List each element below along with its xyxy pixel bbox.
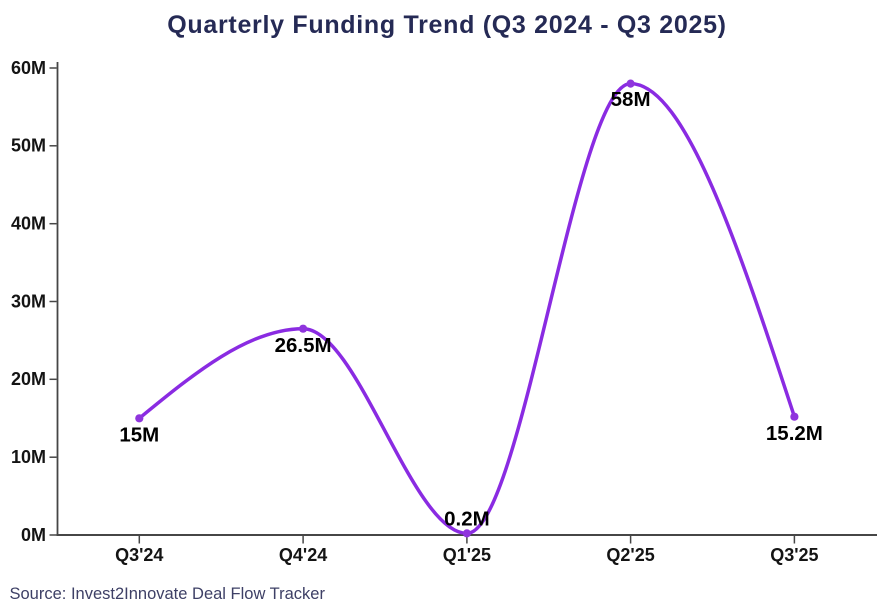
svg-text:15.2M: 15.2M [766,422,823,445]
svg-text:26.5M: 26.5M [275,334,332,357]
svg-text:0M: 0M [21,525,46,545]
svg-text:Source: Invest2Innovate Deal F: Source: Invest2Innovate Deal Flow Tracke… [10,585,326,603]
svg-text:40M: 40M [11,214,46,234]
svg-text:30M: 30M [11,291,46,311]
svg-text:Q3'25: Q3'25 [770,545,818,565]
svg-text:Q4'24: Q4'24 [279,545,327,565]
svg-text:Q2'25: Q2'25 [606,545,654,565]
svg-text:Q3'24: Q3'24 [115,545,163,565]
svg-text:15M: 15M [119,424,159,447]
svg-text:20M: 20M [11,369,46,389]
svg-text:10M: 10M [11,447,46,467]
svg-text:Q1'25: Q1'25 [443,545,491,565]
svg-text:50M: 50M [11,136,46,156]
svg-text:0.2M: 0.2M [444,508,490,531]
svg-text:58M: 58M [611,88,651,111]
svg-text:Quarterly Funding Trend (Q3 20: Quarterly Funding Trend (Q3 2024 - Q3 20… [167,11,726,39]
svg-text:60M: 60M [11,58,46,78]
